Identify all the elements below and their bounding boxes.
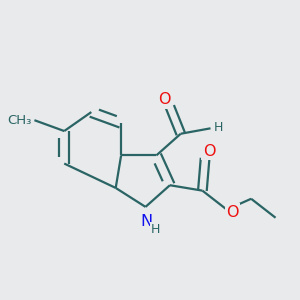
Text: H: H	[213, 121, 223, 134]
Text: CH₃: CH₃	[7, 114, 31, 127]
Text: O: O	[203, 144, 215, 159]
Text: O: O	[158, 92, 171, 107]
Text: N: N	[141, 214, 153, 229]
Text: H: H	[151, 224, 160, 236]
Text: O: O	[226, 205, 239, 220]
